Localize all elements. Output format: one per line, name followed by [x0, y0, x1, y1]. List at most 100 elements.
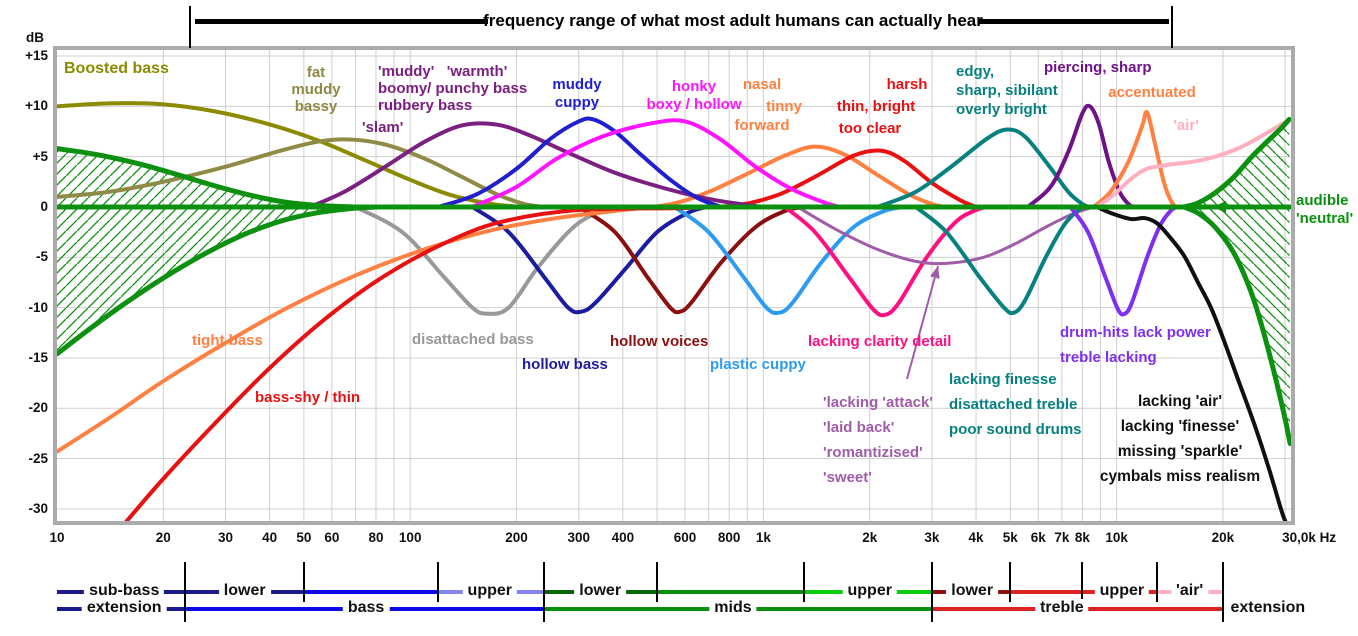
band-row-subdivisions-line [657, 590, 804, 594]
band-label-extension: extension [1225, 599, 1311, 617]
y-tick-label: -25 [28, 450, 48, 466]
curve-muddy-cuppy-boost [436, 116, 724, 209]
label-nasal: nasal [742, 76, 782, 93]
curve-lacking-finesse-dip [913, 205, 1089, 316]
x-tick-label: 20 [155, 530, 171, 545]
curve-plastic-cuppy-dip [672, 205, 906, 316]
title-bracket-tick [189, 6, 191, 48]
label-lacking-air: lacking 'air' lacking 'finesse' missing 's… [1099, 393, 1261, 485]
label-boosted-bass: Boosted bass [64, 60, 169, 77]
band-sub-tick [1009, 562, 1012, 602]
x-tick-label: 30 [218, 530, 234, 545]
band-sub-tick [1081, 562, 1084, 602]
band-boundary-tick [183, 562, 186, 622]
label-forward: forward [734, 117, 790, 134]
band-label-bass: bass [342, 599, 390, 617]
y-tick-label: -20 [28, 400, 48, 416]
lacking-attack-arrow [906, 265, 939, 380]
label-lacking-clarity: lacking clarity detail [808, 333, 952, 350]
curve-honky-boost [470, 118, 843, 209]
band-label-treble: treble [1035, 599, 1089, 617]
curve-hollow-bass-dip [470, 205, 709, 315]
label-disattached-bass: disattached bass [412, 331, 534, 348]
plot-border [53, 46, 1295, 525]
band-label-mids: mids [709, 599, 757, 617]
x-tick-label: 3k [924, 530, 940, 545]
band-label-lower: lower [574, 582, 627, 600]
x-tick-label: 4k [968, 530, 984, 545]
label-drum-hits: drum-hits lack power treble lacking [1060, 324, 1211, 366]
band-sub-tick [1155, 562, 1158, 602]
label-harsh: harsh [886, 76, 928, 93]
label-piercing: piercing, sharp [1044, 59, 1152, 76]
curve-hollow-voices-dip [576, 205, 806, 315]
band-label-upper: upper [842, 582, 897, 600]
band-sub-tick [802, 562, 805, 602]
x-tick-label: 100 [398, 530, 422, 545]
x-tick-label: 200 [505, 530, 528, 545]
curve-lacking-clarity-dip [782, 205, 990, 318]
label-hollow-bass: hollow bass [522, 356, 608, 373]
label-muddy-cuppy: muddy cuppy [552, 76, 602, 111]
curve-neutral-right-upper [1181, 116, 1291, 210]
curve-neutral-right-lower [1181, 204, 1291, 447]
label-lacking-finesse: lacking finesse disattached treble poor so… [949, 371, 1082, 438]
plot-area [57, 50, 1291, 521]
curve-neutral-left-lower [57, 204, 379, 357]
band-row-subdivisions-line [1010, 590, 1083, 594]
curve-lacking-attack-shallow-dip [796, 205, 1095, 266]
title-bracket-tick [1171, 6, 1173, 48]
curve-fat-muddy-bassy-boost [57, 137, 547, 209]
label-tinny: tinny [766, 98, 802, 115]
label-accentuated: accentuated [1108, 84, 1196, 101]
title-rule [978, 19, 1169, 24]
band-sub-tick [302, 562, 305, 602]
label-thin-bright: thin, bright [836, 98, 916, 115]
x-tick-label: 2k [862, 530, 878, 545]
neutral-arrowhead [1213, 201, 1226, 213]
right-hearing-limit-hatch [1183, 119, 1291, 444]
x-tick-label: 400 [611, 530, 635, 545]
x-tick-label: 800 [717, 530, 741, 545]
label-honky: honky boxy / hollow [646, 78, 742, 113]
x-tick-label: 1k [755, 530, 771, 545]
band-sub-tick [656, 562, 659, 602]
band-row-subdivisions-line [303, 590, 439, 594]
x-tick-label: 80 [368, 530, 384, 545]
label-hollow-voices: hollow voices [610, 333, 709, 350]
curve-piercing-boost [1025, 103, 1136, 209]
band-boundary-tick [930, 562, 933, 622]
title-rule [195, 19, 488, 24]
label-audible-neutral: audible'neutral' [1296, 192, 1354, 227]
curve-drum-hits-dip [1068, 205, 1180, 317]
label-fat-muddy-bassy: fat muddy bassy [291, 64, 341, 115]
x-tick-label: 8k [1074, 530, 1090, 545]
band-boundary-tick [543, 562, 546, 622]
x-tick-label: 30,0k Hz [1282, 530, 1337, 545]
band-label-lower: lower [946, 582, 999, 600]
y-tick-label: -15 [28, 349, 48, 365]
y-tick-label: +5 [32, 148, 48, 164]
y-tick-label: +10 [25, 98, 48, 114]
curve-accentuated-boost [1091, 109, 1179, 209]
x-tick-label: 600 [673, 530, 697, 545]
label-muddy-warmth: 'muddy' 'warmth' boomy/ punchy bass rubber… [378, 63, 528, 114]
band-sub-tick [437, 562, 440, 602]
x-tick-label: 20k [1211, 530, 1235, 545]
x-tick-label: 10 [49, 530, 65, 545]
label-edgy: edgy, sharp, sibilant overly bright [956, 63, 1058, 118]
lacking-attack-arrowhead [930, 266, 940, 279]
y-tick-label: -30 [28, 500, 48, 516]
label-tight-bass: tight bass [192, 332, 263, 349]
y-tick-label: 0 [40, 199, 48, 214]
band-label-subbass: sub-bass [84, 582, 165, 600]
y-tick-label: -5 [35, 249, 48, 265]
x-tick-label: 40 [262, 530, 278, 545]
y-tick-label: +15 [25, 48, 48, 64]
left-hearing-limit-hatch [57, 148, 376, 354]
band-label-lower: lower [218, 582, 271, 600]
label-air: 'air' [1173, 117, 1199, 134]
curve-air-boost [1094, 118, 1290, 209]
